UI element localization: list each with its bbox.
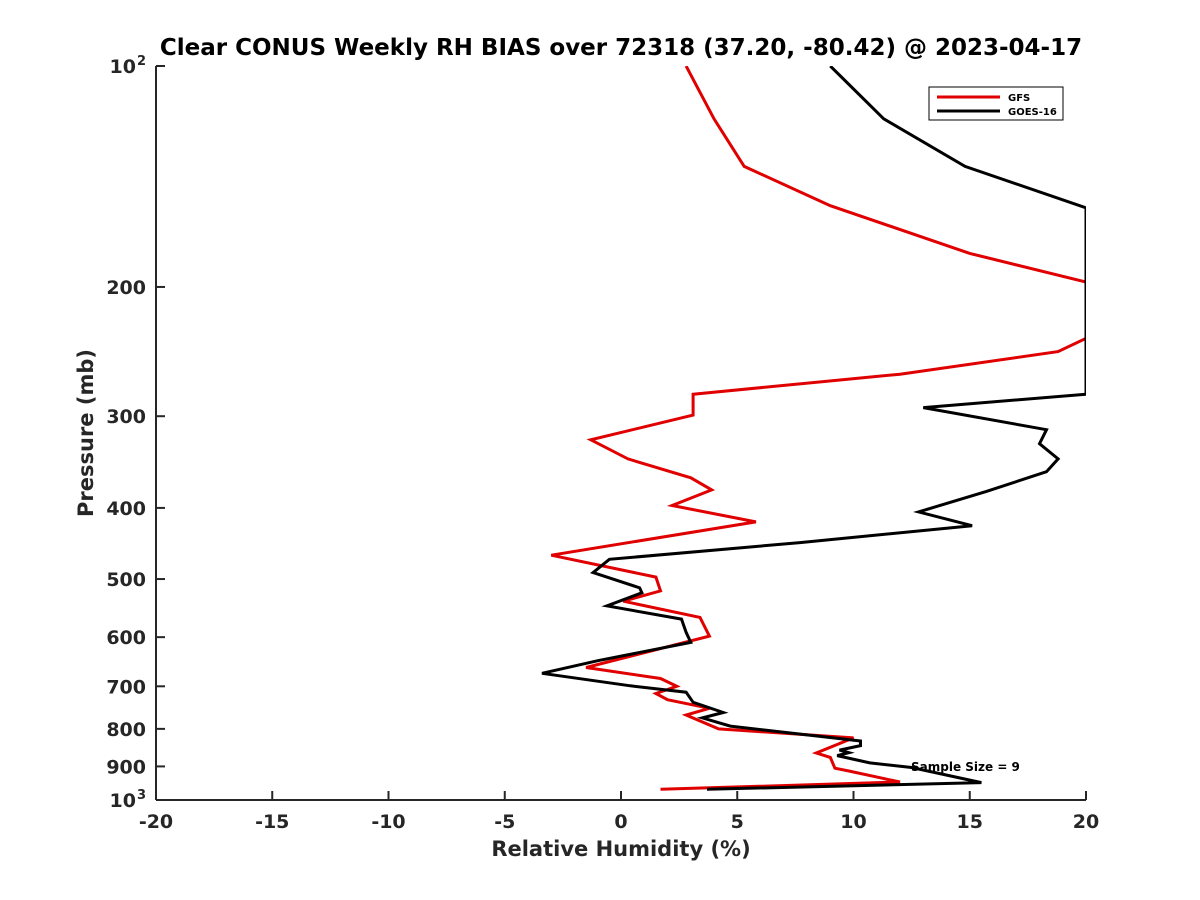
y-tick-exponent: 2	[137, 54, 146, 69]
sample-size-annotation: Sample Size = 9	[911, 760, 1020, 774]
y-tick-label: 10	[110, 790, 136, 812]
y-tick-label: 400	[106, 498, 146, 520]
x-axis-ticks: -20 -15 -10 -5 0 5 10 15 20	[139, 791, 1099, 833]
y-tick-label: 300	[106, 406, 146, 428]
legend: GFS GOES-16	[928, 86, 1064, 121]
x-tick-label: 15	[957, 811, 983, 833]
y-tick-label: 500	[106, 569, 146, 591]
y-tick-label: 10	[110, 56, 136, 78]
x-tick-label: 10	[840, 811, 866, 833]
legend-label-goes16: GOES-16	[1008, 107, 1057, 118]
y-tick-exponent: 3	[137, 788, 146, 803]
x-tick-label: -15	[255, 811, 289, 833]
chart-title: Clear CONUS Weekly RH BIAS over 72318 (3…	[160, 35, 1082, 61]
x-tick-label: -20	[139, 811, 173, 833]
x-tick-label: -5	[494, 811, 515, 833]
legend-label-gfs: GFS	[1008, 93, 1030, 104]
series-layer	[541, 66, 1086, 791]
x-tick-label: 5	[731, 811, 744, 833]
y-tick-label: 200	[106, 277, 146, 299]
y-tick-label: 800	[106, 719, 146, 741]
y-tick-label: 700	[106, 676, 146, 698]
plot-clip	[541, 66, 1086, 791]
x-axis-label: Relative Humidity (%)	[491, 837, 750, 861]
x-tick-label: 20	[1073, 811, 1099, 833]
y-tick-label: 600	[106, 627, 146, 649]
x-tick-label: -10	[371, 811, 405, 833]
x-tick-label: 0	[614, 811, 627, 833]
series-line-goes-16	[541, 66, 1086, 791]
legend-box	[928, 86, 1064, 121]
y-tick-label: 900	[106, 756, 146, 778]
y-axis-label: Pressure (mb)	[74, 349, 98, 517]
